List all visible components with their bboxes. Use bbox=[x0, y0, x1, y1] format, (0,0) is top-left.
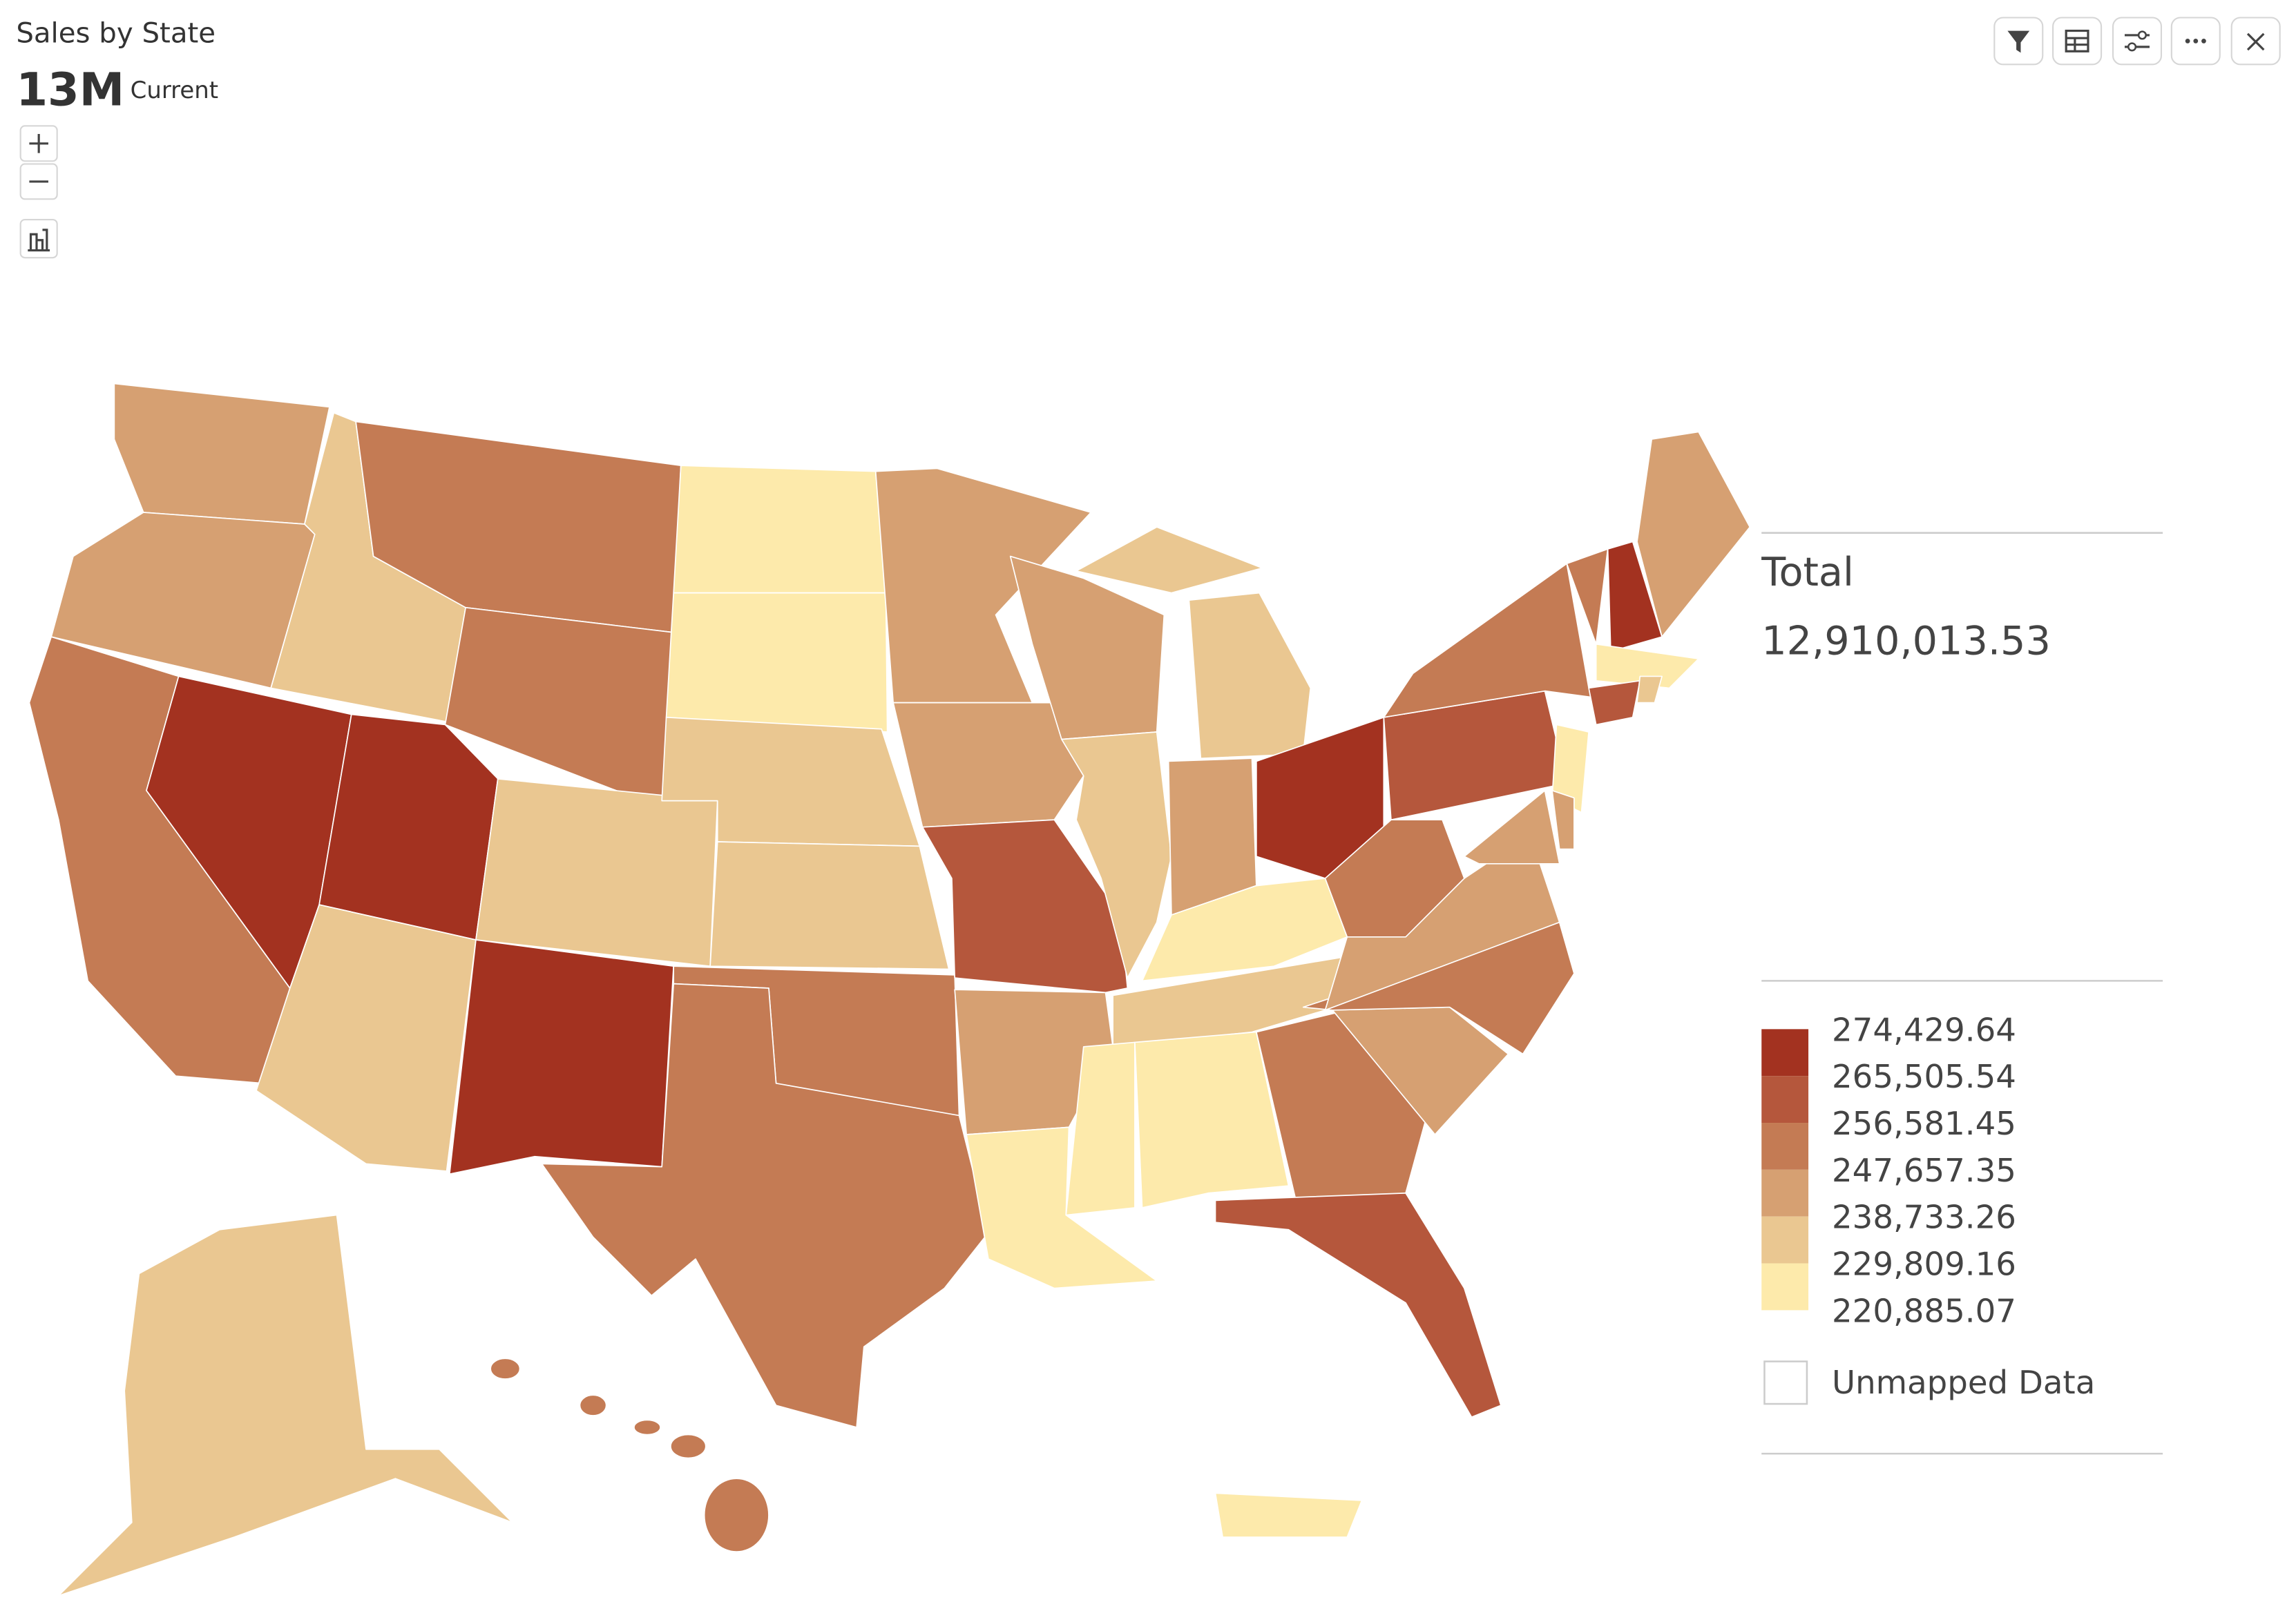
kpi-label: Current bbox=[131, 77, 218, 104]
state bbox=[318, 713, 499, 941]
legend-break-label: 220,885.07 bbox=[1832, 1292, 2016, 1329]
legend-break-label: 238,733.26 bbox=[1832, 1199, 2016, 1236]
state bbox=[921, 819, 1129, 994]
state bbox=[1214, 1192, 1502, 1418]
legend-title: Total bbox=[1761, 550, 1854, 595]
state bbox=[892, 702, 1084, 828]
toolbar bbox=[1993, 17, 2281, 66]
state bbox=[703, 1478, 769, 1553]
state bbox=[1636, 431, 1751, 638]
state bbox=[57, 1214, 513, 1597]
unmapped-label: Unmapped Data bbox=[1832, 1364, 2095, 1401]
state bbox=[665, 592, 888, 733]
settings-knob bbox=[2127, 42, 2137, 52]
state bbox=[579, 1394, 607, 1416]
legend-break-label: 247,657.35 bbox=[1832, 1152, 2016, 1189]
legend: Total 12,910,013.53 Unmapped Data 274,42… bbox=[1761, 532, 2163, 1455]
legend-swatch bbox=[1761, 1029, 1809, 1077]
state bbox=[1551, 789, 1575, 850]
legend-swatch bbox=[1761, 1216, 1809, 1264]
settings-knob bbox=[2137, 30, 2147, 40]
state bbox=[1595, 643, 1699, 689]
state bbox=[1551, 724, 1589, 813]
state bbox=[490, 1358, 521, 1380]
settings-button[interactable] bbox=[2112, 17, 2163, 66]
state bbox=[709, 841, 950, 970]
more-icon bbox=[2185, 39, 2206, 44]
zoom-controls bbox=[19, 125, 58, 259]
legend-break-label: 265,505.54 bbox=[1832, 1058, 2016, 1095]
state bbox=[113, 383, 330, 525]
close-icon bbox=[2246, 32, 2265, 51]
state bbox=[1061, 731, 1172, 979]
territory bbox=[1214, 1492, 1363, 1538]
state bbox=[633, 1419, 661, 1436]
state bbox=[1256, 1009, 1428, 1202]
state bbox=[1188, 592, 1312, 760]
us-map bbox=[28, 383, 1751, 1597]
legend-swatch bbox=[1761, 1169, 1809, 1217]
legend-break-label: 256,581.45 bbox=[1832, 1105, 2016, 1142]
reset-view[interactable] bbox=[19, 218, 58, 259]
state bbox=[1588, 679, 1641, 726]
legend-break-label: 274,429.64 bbox=[1832, 1011, 2016, 1048]
state bbox=[1075, 526, 1263, 594]
state bbox=[541, 983, 989, 1428]
zoom-in-icon bbox=[29, 134, 48, 153]
legend-swatch bbox=[1761, 1076, 1809, 1124]
state bbox=[475, 778, 718, 967]
state bbox=[1134, 1031, 1290, 1208]
state bbox=[1464, 789, 1560, 865]
state bbox=[1636, 675, 1663, 704]
kpi-value: 13M bbox=[16, 64, 124, 117]
legend-swatch bbox=[1761, 1263, 1809, 1311]
total-value: 12,910,013.53 bbox=[1761, 619, 2051, 664]
state bbox=[966, 1126, 1158, 1289]
state bbox=[1112, 951, 1377, 1048]
legend-break-label: 229,809.16 bbox=[1832, 1245, 2016, 1282]
state bbox=[1566, 548, 1609, 645]
table-icon bbox=[2065, 29, 2089, 52]
table-button[interactable] bbox=[2052, 17, 2103, 66]
filter-icon bbox=[2007, 30, 2030, 53]
state bbox=[673, 465, 887, 594]
unmapped-swatch bbox=[1763, 1360, 1808, 1405]
legend-swatch bbox=[1761, 1123, 1809, 1170]
reset-icon bbox=[28, 229, 50, 252]
state bbox=[670, 1434, 707, 1459]
state bbox=[1065, 1041, 1136, 1216]
widget-title: Sales by State bbox=[16, 18, 216, 50]
state bbox=[448, 939, 675, 1175]
